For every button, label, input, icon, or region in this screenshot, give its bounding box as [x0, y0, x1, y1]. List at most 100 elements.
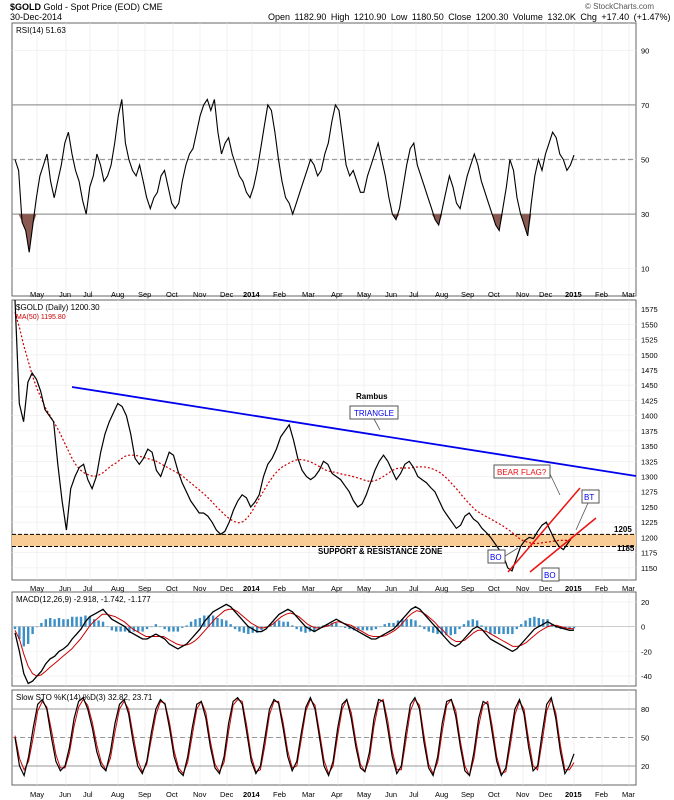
x-axis-label-2-14: Jul [409, 790, 419, 799]
macd-histogram-bar-94 [427, 626, 430, 632]
x-axis-label-2-19: Dec [539, 790, 553, 799]
price-y-tick-1275: 1275 [641, 488, 658, 497]
price-y-tick-1475: 1475 [641, 366, 658, 375]
x-axis-label-1-9: Feb [273, 584, 286, 593]
x-axis-label-0-20: 2015 [565, 290, 582, 299]
quote-summary: Open 1182.90 High 1210.90 Low 1180.50 Cl… [268, 12, 671, 22]
price-y-tick-1225: 1225 [641, 518, 658, 527]
macd-histogram-bar-108 [489, 626, 492, 635]
macd-histogram-bar-104 [471, 619, 474, 627]
support-resistance-zone [12, 534, 636, 547]
macd-histogram-bar-51 [238, 626, 241, 632]
macd-histogram-bar-126 [568, 626, 571, 630]
price-line [14, 299, 573, 572]
exchange: CME [142, 2, 163, 12]
macd-histogram-bar-117 [528, 617, 532, 627]
macd-histogram-bar-112 [506, 626, 510, 635]
x-axis-label-2-13: Jun [385, 790, 397, 799]
stoch-y-tick-80: 80 [641, 705, 649, 714]
macd-histogram-bar-81 [370, 626, 373, 631]
zone-label: SUPPORT & RESISTANCE ZONE [318, 547, 443, 556]
x-axis-label-0-16: Sep [461, 290, 474, 299]
x-axis-label-0-19: Dec [539, 290, 553, 299]
macd-histogram-bar-89 [405, 619, 408, 627]
macd-histogram-bar-107 [484, 626, 488, 631]
macd-histogram-bar-110 [497, 626, 501, 635]
macd-y-tick--20: -20 [641, 647, 652, 656]
macd-histogram-bar-11 [62, 619, 65, 627]
x-axis-label-2-20: 2015 [565, 790, 582, 799]
macd-histogram-bar-14 [75, 616, 78, 627]
macd-histogram-bar-42 [198, 617, 202, 627]
macd-histogram-bar-4 [31, 626, 34, 635]
macd-histogram-bar-90 [409, 619, 413, 627]
bear-flag-callout-pointer [549, 473, 561, 496]
macd-histogram-bar-118 [533, 616, 536, 627]
macd-histogram-bar-13 [71, 616, 74, 627]
macd-histogram-bar-40 [189, 621, 193, 627]
macd-histogram-bar-106 [480, 625, 483, 627]
macd-histogram-bar-75 [343, 626, 347, 628]
price-y-tick-1500: 1500 [641, 351, 658, 360]
x-axis-label-0-12: May [357, 290, 371, 299]
x-axis-label-0-2: Jul [83, 290, 93, 299]
x-axis-label-0-6: Nov [193, 290, 207, 299]
x-axis-label-0-18: Nov [516, 290, 530, 299]
macd-histogram-bar-85 [387, 622, 391, 627]
x-axis-label-0-8: 2014 [243, 290, 261, 299]
macd-histogram-bar-84 [383, 624, 386, 627]
macd-y-tick-0: 0 [641, 623, 645, 632]
macd-histogram-bar-98 [445, 626, 448, 636]
ma-legend: MA(50) 1195.80 [16, 314, 66, 321]
stoch-y-tick-50: 50 [641, 734, 649, 743]
x-axis-label-0-17: Oct [488, 290, 501, 299]
macd-histogram-bar-41 [194, 619, 197, 627]
macd-histogram-bar-83 [379, 626, 382, 628]
x-axis-label-2-17: Oct [488, 790, 501, 799]
macd-histogram-bar-36 [172, 626, 175, 632]
stoch-label: Slow STO %K(14) %D(3) 32.82, 23.71 [16, 693, 153, 702]
rsi-y-tick-50: 50 [641, 156, 649, 165]
price-y-tick-1175: 1175 [641, 549, 657, 558]
macd-histogram-bar-109 [493, 626, 496, 635]
price-y-tick-1425: 1425 [641, 396, 658, 405]
price-y-tick-1200: 1200 [641, 533, 658, 542]
price-label: $GOLD (Daily) 1200.30 [16, 303, 100, 312]
price-y-tick-1325: 1325 [641, 457, 658, 466]
rsi-y-tick-10: 10 [641, 265, 649, 274]
price-y-tick-1150: 1150 [641, 564, 657, 573]
x-axis-label-0-14: Jul [409, 290, 419, 299]
macd-histogram-bar-3 [27, 626, 30, 644]
macd-histogram-bar-74 [339, 626, 342, 628]
x-axis-label-1-16: Sep [461, 584, 474, 593]
x-axis-label-1-3: Aug [111, 584, 124, 593]
x-axis-label-1-10: Mar [302, 584, 315, 593]
macd-histogram-bar-121 [546, 619, 549, 627]
x-axis-label-2-3: Aug [111, 790, 124, 799]
macd-histogram-bar-119 [537, 617, 540, 627]
macd-histogram-bar-82 [374, 626, 378, 630]
macd-histogram-bar-61 [282, 621, 285, 627]
x-axis-label-2-18: Nov [516, 790, 530, 799]
x-axis-label-0-22: Mar [622, 290, 635, 299]
macd-histogram-bar-78 [357, 626, 360, 631]
macd-histogram-bar-20 [101, 621, 105, 627]
macd-histogram-bar-28 [137, 626, 140, 632]
macd-histogram-bar-97 [440, 626, 444, 635]
macd-frame [11, 591, 637, 687]
x-axis-label-2-15: Aug [435, 790, 448, 799]
x-axis-label-2-7: Dec [220, 790, 234, 799]
x-axis-label-2-8: 2014 [243, 790, 261, 799]
channel-upper-line [507, 487, 581, 573]
triangle-trendline [71, 386, 637, 477]
macd-y-tick-20: 20 [641, 598, 649, 607]
x-axis-label-1-8: 2014 [243, 584, 261, 593]
price-frame [11, 299, 637, 581]
x-axis-label-2-0: May [30, 790, 44, 799]
price-y-tick-1250: 1250 [641, 503, 658, 512]
macd-histogram-bar-7 [44, 619, 48, 627]
x-axis-label-2-22: Mar [622, 790, 635, 799]
macd-histogram-bar-86 [392, 622, 395, 627]
x-axis-label-1-17: Oct [488, 584, 501, 593]
bo-callout-1-text: BO [490, 553, 502, 562]
